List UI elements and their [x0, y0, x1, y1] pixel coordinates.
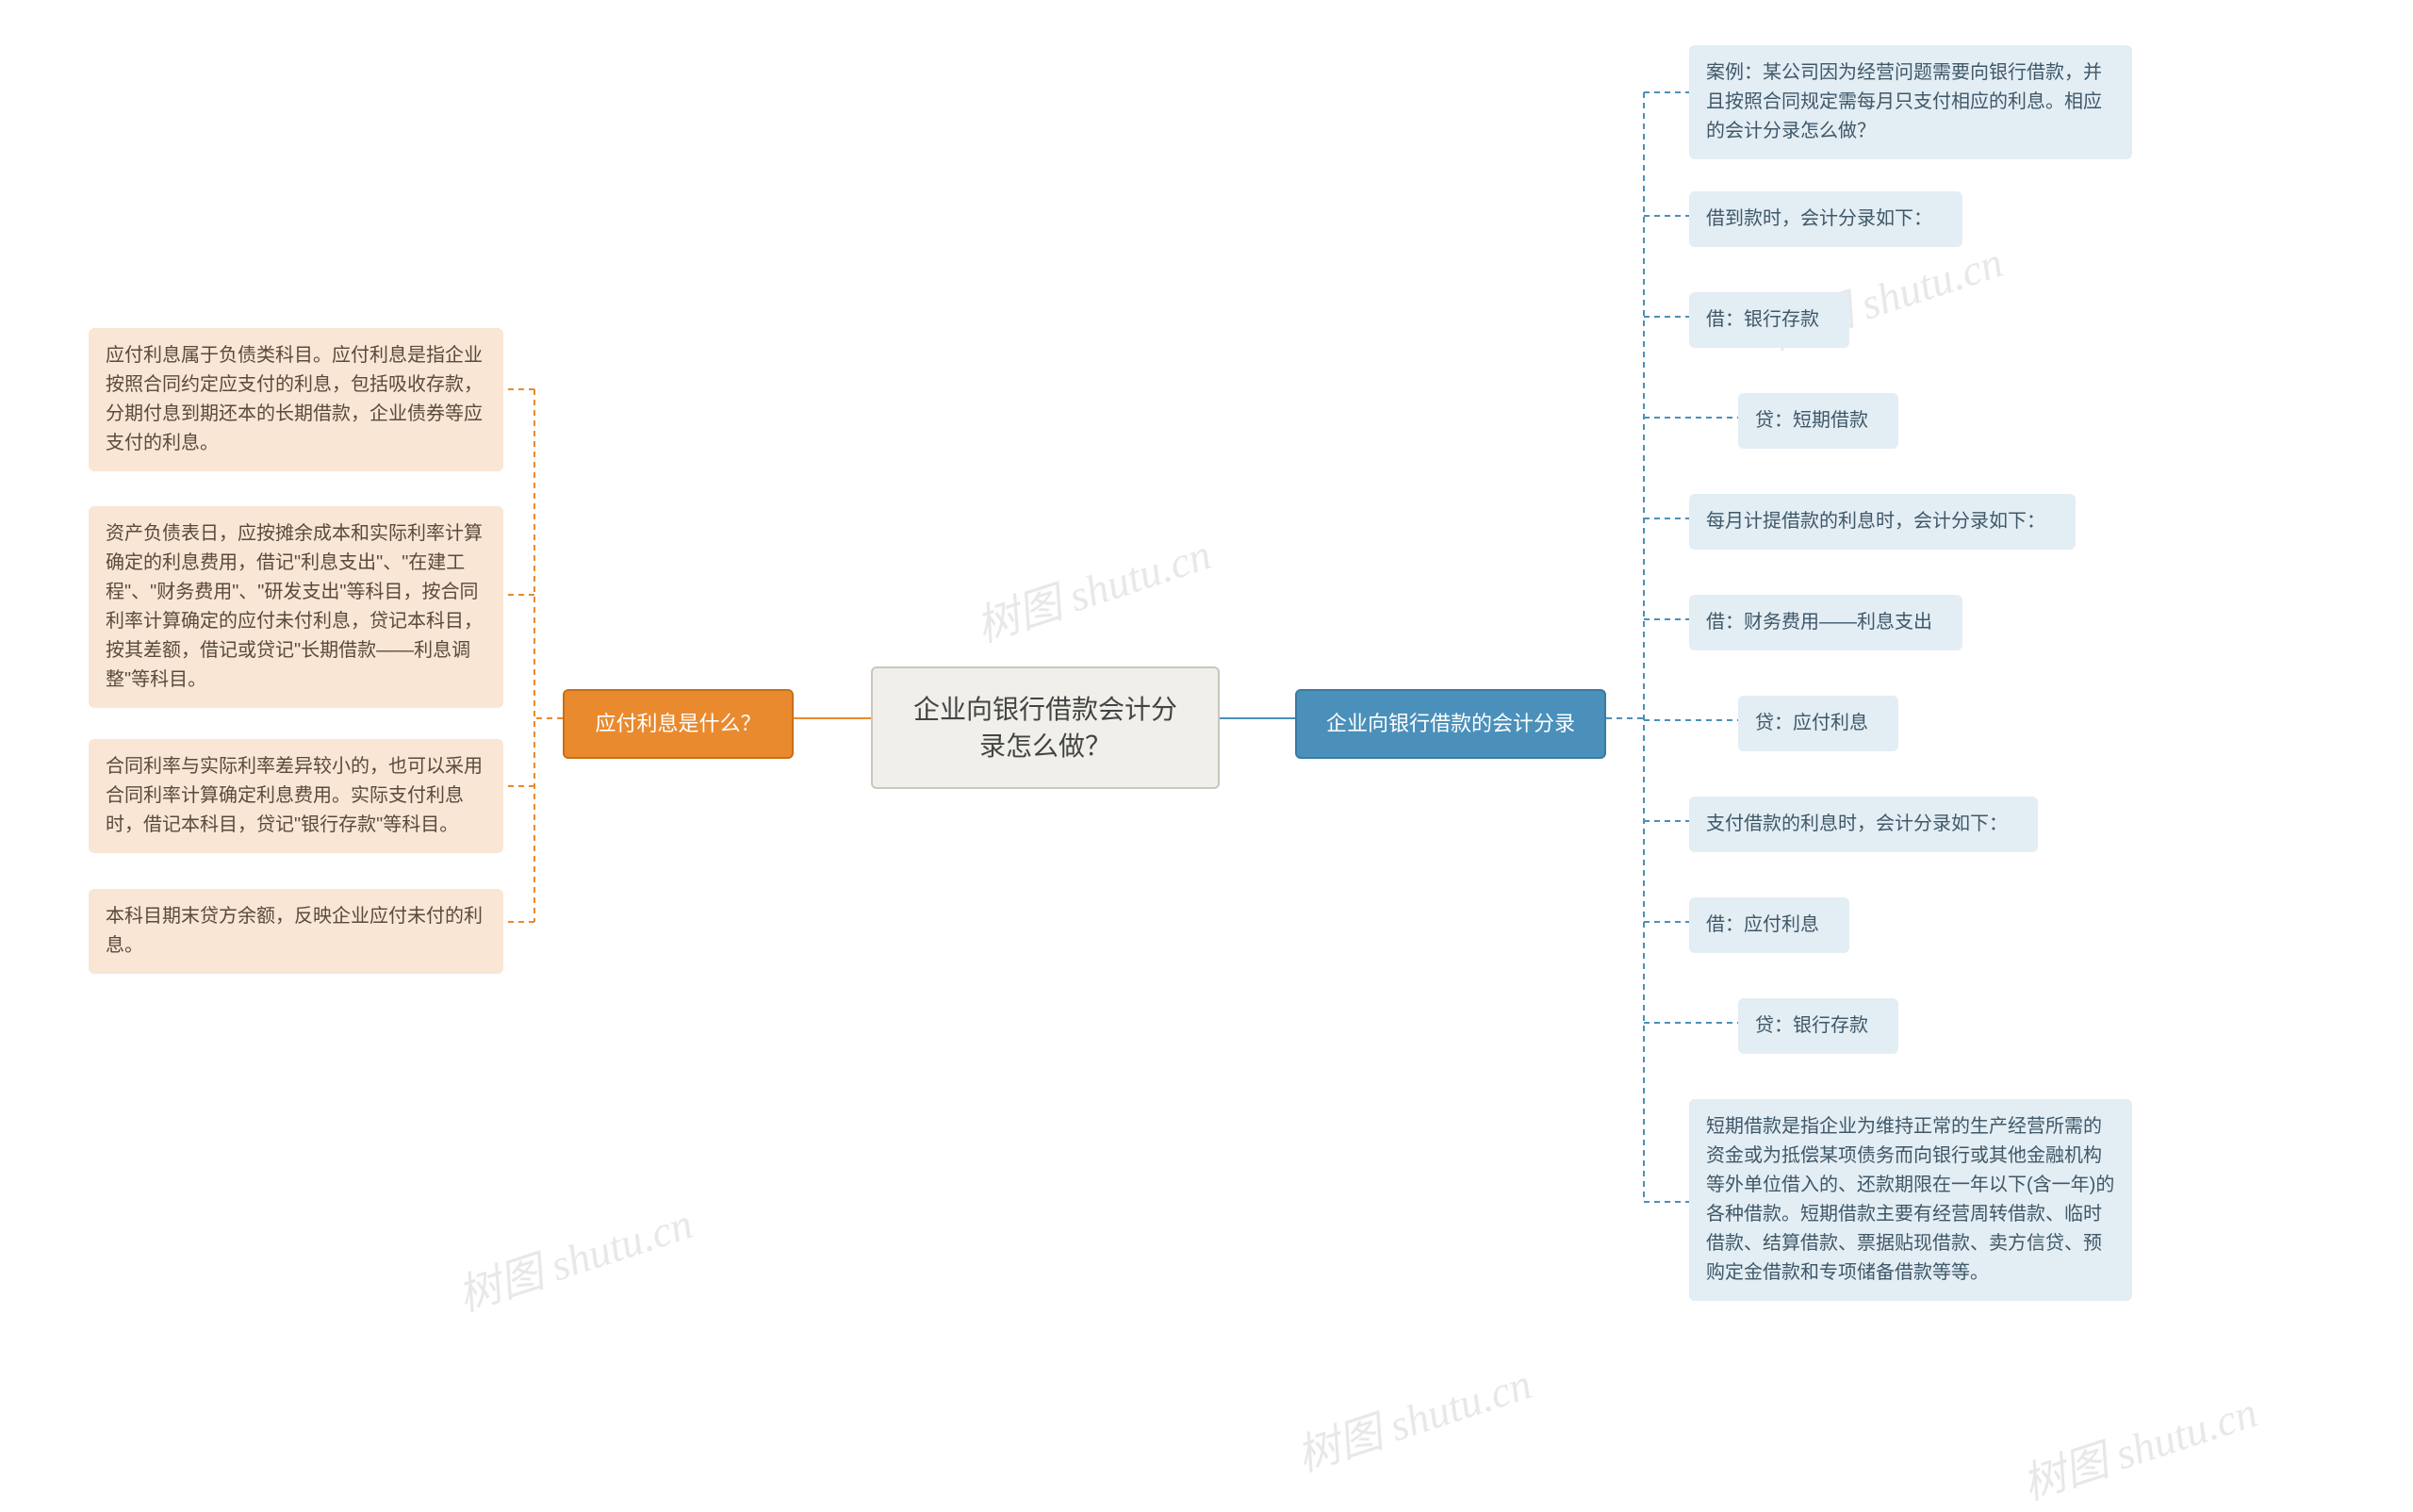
left-leaf-node: 应付利息属于负债类科目。应付利息是指企业按照合同约定应支付的利息，包括吸收存款，… — [89, 328, 503, 471]
mindmap-canvas: 树图 shutu.cn 树图 shutu.cn 树图 shutu.cn 树图 s… — [0, 0, 2413, 1462]
right-leaf-node: 借：财务费用——利息支出 — [1689, 595, 1962, 650]
left-leaf-node: 资产负债表日，应按摊余成本和实际利率计算确定的利息费用，借记"利息支出"、"在建… — [89, 506, 503, 708]
right-leaf-node: 借：银行存款 — [1689, 292, 1849, 348]
watermark: 树图 shutu.cn — [967, 520, 1218, 655]
right-leaf-node: 贷：银行存款 — [1738, 998, 1898, 1054]
watermark: 树图 shutu.cn — [2013, 1378, 2264, 1512]
right-leaf-node: 支付借款的利息时，会计分录如下： — [1689, 797, 2038, 852]
right-leaf-node: 借：应付利息 — [1689, 897, 1849, 953]
center-node: 企业向银行借款会计分录怎么做？ — [871, 666, 1220, 789]
right-leaf-node: 贷：短期借款 — [1738, 393, 1898, 449]
right-leaf-node: 案例：某公司因为经营问题需要向银行借款，并且按照合同规定需每月只支付相应的利息。… — [1689, 45, 2132, 159]
right-leaf-node: 贷：应付利息 — [1738, 696, 1898, 751]
left-leaf-node: 本科目期末贷方余额，反映企业应付未付的利息。 — [89, 889, 503, 974]
right-leaf-node: 短期借款是指企业为维持正常的生产经营所需的资金或为抵偿某项债务而向银行或其他金融… — [1689, 1099, 2132, 1301]
watermark: 树图 shutu.cn — [1288, 1350, 1538, 1485]
right-leaf-node: 借到款时，会计分录如下： — [1689, 191, 1962, 247]
watermark: 树图 shutu.cn — [449, 1190, 699, 1324]
right-branch-node: 企业向银行借款的会计分录 — [1295, 689, 1606, 759]
left-branch-node: 应付利息是什么？ — [563, 689, 794, 759]
left-leaf-node: 合同利率与实际利率差异较小的，也可以采用合同利率计算确定利息费用。实际支付利息时… — [89, 739, 503, 853]
right-leaf-node: 每月计提借款的利息时，会计分录如下： — [1689, 494, 2076, 550]
